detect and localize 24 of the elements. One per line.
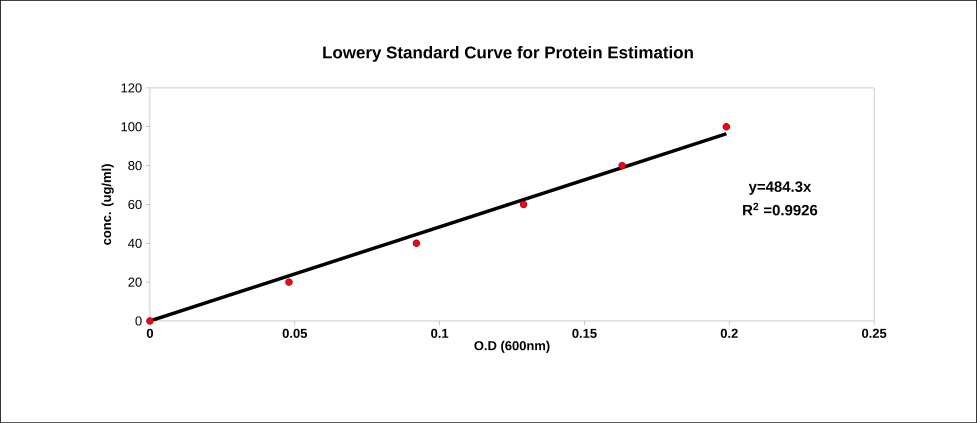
- point: [722, 123, 730, 131]
- x-tick-label: 0.25: [862, 328, 886, 338]
- point: [146, 317, 154, 325]
- y-tick-label: 80: [128, 161, 142, 170]
- x-tick-label: 0.15: [572, 328, 597, 338]
- y-axis-title: conc. (ug/ml): [102, 164, 114, 245]
- annotation: y=484.3x: [748, 181, 812, 195]
- x-tick-label: 0.1: [431, 328, 448, 338]
- y-tick-label: 40: [128, 238, 142, 248]
- point: [285, 278, 293, 286]
- annotation: R$^{2}$ =0.9926: [743, 202, 818, 216]
- y-tick-label: 20: [128, 278, 142, 287]
- chart-title: Lowery Standard Curve for Protein Estimation: [323, 46, 693, 62]
- x-tick-label: 0: [146, 328, 154, 338]
- x-tick-label: 0.2: [720, 328, 738, 338]
- point: [412, 240, 420, 248]
- y-tick-label: 60: [128, 200, 142, 210]
- point: [618, 162, 626, 170]
- y-tick-label: 100: [122, 122, 142, 132]
- y-tick-label: 0: [135, 316, 142, 326]
- x-tick-label: 0.05: [282, 328, 308, 338]
- y-tick-label: 120: [122, 83, 142, 93]
- point: [520, 200, 528, 208]
- x-axis-title: O.D (600nm): [474, 340, 550, 353]
